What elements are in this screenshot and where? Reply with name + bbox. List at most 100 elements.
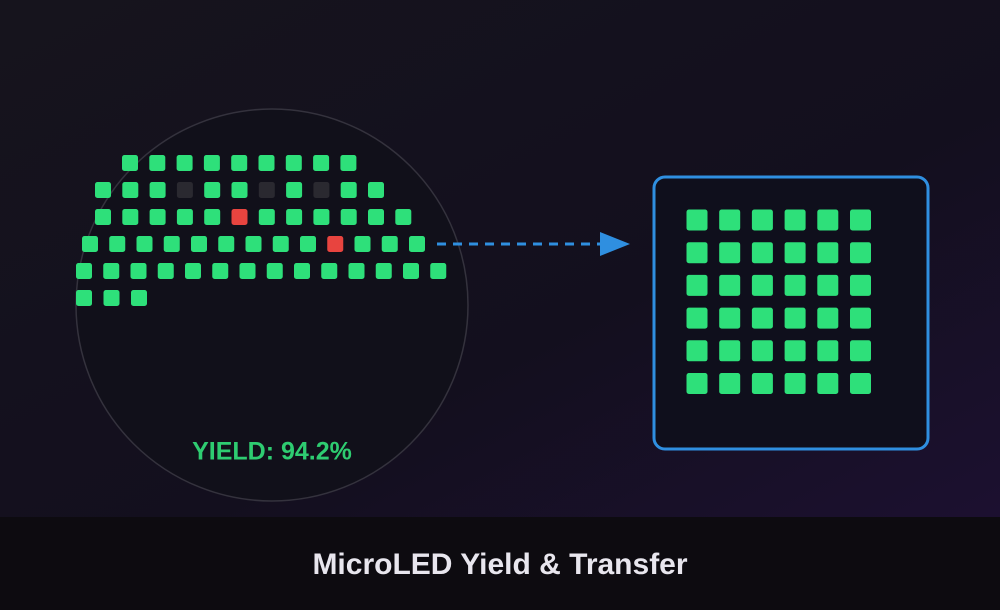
- led: [109, 236, 126, 252]
- wafer-leds: [76, 155, 447, 306]
- transferred-led: [686, 340, 708, 362]
- led: [245, 236, 262, 252]
- led: [285, 155, 302, 171]
- transferred-led: [850, 340, 871, 362]
- led-defect: [231, 209, 248, 225]
- caption: MicroLED Yield & Transfer: [312, 548, 687, 581]
- transferred-led: [817, 209, 839, 231]
- transferred-led: [751, 242, 773, 264]
- led: [258, 209, 275, 225]
- transferred-led: [719, 373, 741, 394]
- led: [176, 155, 193, 171]
- led: [212, 263, 229, 279]
- transferred-led: [751, 340, 773, 362]
- transferred-led: [850, 242, 871, 264]
- led: [76, 290, 92, 306]
- led: [204, 209, 221, 225]
- transferred-led: [850, 307, 871, 329]
- led: [82, 236, 98, 252]
- led-missing: [176, 182, 193, 198]
- led: [122, 155, 138, 171]
- led: [258, 155, 275, 171]
- transferred-led: [784, 274, 806, 296]
- led: [130, 263, 147, 279]
- led: [203, 155, 220, 171]
- led: [403, 263, 419, 279]
- transferred-led: [686, 274, 708, 296]
- led: [176, 209, 193, 225]
- transferred-led: [817, 307, 839, 329]
- transferred-led: [817, 242, 839, 264]
- led: [375, 263, 392, 279]
- led: [340, 155, 357, 171]
- transferred-led: [784, 209, 806, 231]
- led: [103, 263, 120, 279]
- transferred-led: [686, 307, 708, 329]
- led: [286, 209, 303, 225]
- led: [122, 209, 139, 225]
- led: [95, 209, 111, 225]
- led: [266, 263, 283, 279]
- led: [149, 182, 166, 198]
- led: [381, 236, 398, 252]
- transferred-led: [719, 242, 741, 264]
- led: [294, 263, 310, 279]
- led: [368, 209, 384, 225]
- transferred-led: [719, 274, 741, 296]
- transferred-led: [817, 274, 839, 296]
- led-missing: [313, 182, 330, 198]
- led: [231, 182, 248, 198]
- transferred-led: [751, 307, 773, 329]
- led: [204, 182, 221, 198]
- led: [409, 236, 425, 252]
- led: [313, 209, 330, 225]
- led: [340, 209, 357, 225]
- led: [395, 209, 412, 225]
- led: [131, 290, 147, 306]
- led: [191, 236, 207, 252]
- transferred-led: [686, 209, 708, 231]
- transferred-led: [751, 274, 773, 296]
- transferred-led: [751, 209, 773, 231]
- panel-leds: [686, 209, 871, 394]
- led: [163, 236, 180, 252]
- transferred-led: [719, 340, 741, 362]
- led: [321, 263, 338, 279]
- transferred-led: [817, 340, 839, 362]
- led-defect: [327, 236, 344, 252]
- transferred-led: [686, 242, 708, 264]
- wafer: [75, 108, 469, 502]
- transferred-led: [784, 307, 806, 329]
- led: [340, 182, 357, 198]
- caption-bar: [0, 517, 1000, 610]
- transferred-led: [719, 307, 741, 329]
- led: [354, 236, 371, 252]
- led: [430, 263, 447, 279]
- transferred-led: [784, 340, 806, 362]
- transferred-led: [751, 373, 773, 394]
- transfer-arrow-head: [600, 232, 630, 256]
- led: [122, 182, 139, 198]
- led: [286, 182, 303, 198]
- transferred-led: [784, 242, 806, 264]
- transferred-led: [850, 209, 871, 231]
- transferred-led: [850, 373, 871, 394]
- led-missing: [258, 182, 275, 198]
- led: [185, 263, 201, 279]
- led: [239, 263, 256, 279]
- led: [300, 236, 316, 252]
- led: [95, 182, 111, 198]
- led: [218, 236, 235, 252]
- led: [313, 155, 330, 171]
- transferred-led: [686, 373, 708, 394]
- transferred-led: [817, 373, 839, 394]
- led: [231, 155, 248, 171]
- led: [348, 263, 365, 279]
- yield-label: YIELD: 94.2%: [192, 438, 352, 466]
- transferred-led: [850, 274, 871, 296]
- transferred-led: [784, 373, 806, 394]
- led: [157, 263, 174, 279]
- led: [136, 236, 153, 252]
